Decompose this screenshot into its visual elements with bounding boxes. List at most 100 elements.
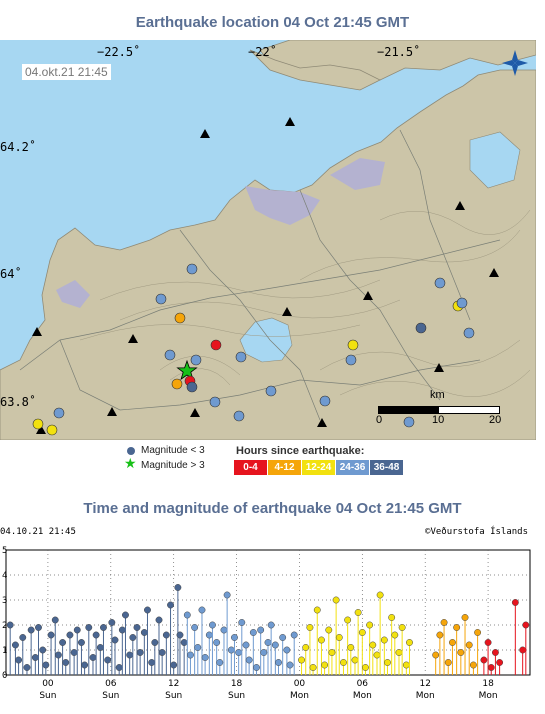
quake-point-12-24[interactable] [380,636,388,644]
quake-point-36-48[interactable] [92,631,100,639]
quake-point-36-48[interactable] [162,631,170,639]
quake-marker-24-36[interactable] [235,351,247,363]
quake-point-4-12[interactable] [444,659,452,666]
quake-point-4-12[interactable] [453,624,461,631]
quake-marker-36-48[interactable] [186,381,198,393]
quake-point-24-36[interactable] [286,661,294,669]
quake-marker-24-36[interactable] [265,385,277,397]
quake-point-12-24[interactable] [302,644,310,651]
quake-point-24-36[interactable] [275,659,282,666]
quake-point-24-36[interactable] [183,611,191,619]
quake-point-36-48[interactable] [96,644,104,651]
quake-point-24-36[interactable] [271,641,279,649]
quake-point-36-48[interactable] [118,626,126,634]
quake-point-0-4[interactable] [511,599,519,606]
quake-point-36-48[interactable] [133,624,141,631]
quake-marker-24-36[interactable] [319,395,331,407]
quake-marker-4-12[interactable] [174,312,186,324]
quake-point-36-48[interactable] [129,634,137,641]
quake-point-12-24[interactable] [340,659,347,666]
quake-marker-24-36[interactable] [164,349,176,361]
quake-point-24-36[interactable] [290,631,298,639]
quake-marker-24-36[interactable] [463,327,475,339]
quake-point-36-48[interactable] [35,624,42,631]
quake-point-36-48[interactable] [100,624,107,631]
quake-point-12-24[interactable] [306,624,314,631]
quake-point-36-48[interactable] [176,631,184,639]
quake-point-4-12[interactable] [465,641,473,649]
quake-point-36-48[interactable] [136,649,144,656]
quake-point-36-48[interactable] [108,619,116,626]
quake-point-24-36[interactable] [242,641,250,649]
quake-point-36-48[interactable] [11,641,19,649]
quake-point-36-48[interactable] [59,639,67,646]
quake-marker-24-36[interactable] [403,416,415,428]
quake-point-24-36[interactable] [245,656,253,664]
quake-point-36-48[interactable] [180,639,188,646]
quake-point-12-24[interactable] [406,639,413,646]
quake-point-0-4[interactable] [484,639,492,646]
quake-point-36-48[interactable] [47,631,55,639]
quake-point-12-24[interactable] [321,661,329,669]
quake-point-36-48[interactable] [23,664,31,671]
quake-point-24-36[interactable] [205,631,213,639]
quake-point-36-48[interactable] [62,659,70,666]
quake-point-36-48[interactable] [111,636,119,644]
quake-point-36-48[interactable] [6,621,14,629]
quake-point-36-48[interactable] [89,654,97,661]
quake-point-36-48[interactable] [51,616,59,624]
quake-marker-12-24[interactable] [347,339,359,351]
quake-point-36-48[interactable] [31,654,39,661]
quake-marker-24-36[interactable] [233,410,245,422]
quake-point-36-48[interactable] [158,649,166,656]
quake-point-36-48[interactable] [27,626,35,634]
quake-point-0-4[interactable] [519,646,527,654]
compass-rose-icon[interactable] [502,50,528,76]
quake-point-12-24[interactable] [376,591,384,599]
quake-point-24-36[interactable] [216,659,224,666]
quake-point-36-48[interactable] [39,646,47,654]
quake-point-12-24[interactable] [395,649,403,656]
quake-point-4-12[interactable] [440,619,448,626]
quake-marker-36-48[interactable] [415,322,427,334]
quake-point-12-24[interactable] [354,609,362,616]
quake-point-12-24[interactable] [298,656,305,664]
quake-point-4-12[interactable] [474,629,482,636]
quake-point-12-24[interactable] [384,659,391,666]
quake-point-4-12[interactable] [436,631,444,639]
quake-marker-12-24[interactable] [46,424,58,436]
quake-point-24-36[interactable] [220,626,228,634]
quake-point-24-36[interactable] [231,634,238,641]
quake-point-4-12[interactable] [457,649,465,656]
quake-point-12-24[interactable] [335,634,343,641]
quake-point-24-36[interactable] [279,634,287,641]
quake-point-24-36[interactable] [198,606,206,614]
quake-point-24-36[interactable] [186,651,194,659]
quake-marker-24-36[interactable] [186,263,198,275]
quake-point-36-48[interactable] [85,624,93,631]
quake-point-0-4[interactable] [496,659,504,666]
quake-marker-24-36[interactable] [209,396,221,408]
quake-point-24-36[interactable] [283,646,291,654]
quake-point-12-24[interactable] [366,621,374,629]
quake-point-36-48[interactable] [66,631,74,639]
quake-point-12-24[interactable] [373,651,381,659]
quake-marker-12-24[interactable] [32,418,44,430]
quake-point-12-24[interactable] [317,636,325,644]
quake-point-36-48[interactable] [19,634,27,641]
quake-point-36-48[interactable] [54,651,62,659]
quake-point-36-48[interactable] [155,616,163,624]
quake-point-24-36[interactable] [194,644,202,651]
quake-point-24-36[interactable] [264,639,272,646]
quake-point-36-48[interactable] [81,661,89,669]
quake-point-24-36[interactable] [257,626,265,634]
quake-point-36-48[interactable] [167,601,174,609]
quake-point-24-36[interactable] [191,624,199,631]
quake-point-24-36[interactable] [238,619,246,626]
quake-point-36-48[interactable] [122,611,129,619]
quake-marker-0-4[interactable] [210,339,222,351]
quake-point-4-12[interactable] [432,651,440,659]
magnitude-chart[interactable]: 04.10.21 21:45 ©Veðurstofa Íslands 01234… [0,522,545,714]
quake-point-12-24[interactable] [325,626,333,634]
quake-point-12-24[interactable] [398,624,406,631]
